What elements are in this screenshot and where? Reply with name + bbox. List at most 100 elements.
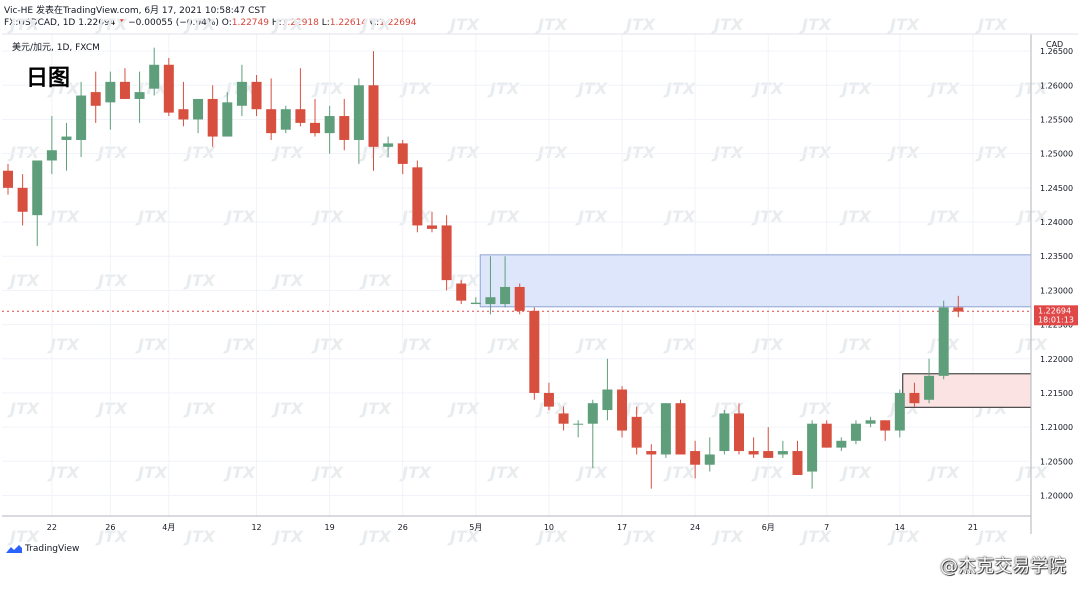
candle-body (924, 375, 935, 400)
watermark-text: JTX (7, 15, 40, 34)
watermark-text: JTX (135, 335, 168, 354)
watermark-text: JTX (487, 463, 520, 482)
watermark-text: JTX (663, 79, 696, 98)
watermark-text: JTX (447, 399, 480, 418)
watermark-text: JTX (183, 271, 216, 290)
watermark-text: JTX (7, 143, 40, 162)
last-price: 1.22694 (78, 18, 116, 28)
candle-body (397, 143, 408, 164)
candle (61, 122, 72, 171)
watermark-text: JTX (575, 463, 608, 482)
y-tick-label: 1.21000 (1040, 423, 1073, 432)
candle (807, 420, 818, 489)
candle-body (675, 403, 686, 455)
watermark-text: JTX (623, 143, 656, 162)
candle-body (266, 109, 277, 134)
watermark-text: JTX (311, 79, 344, 98)
watermark-text: JTX (271, 527, 304, 546)
timeframe-title: 日图 (26, 66, 70, 91)
candle (105, 71, 116, 130)
watermark-text: JTX (135, 207, 168, 226)
watermark-text: JTX (399, 463, 432, 482)
candle (456, 280, 467, 305)
tradingview-icon (6, 545, 22, 553)
candle-body (280, 109, 291, 130)
watermark-text: JTX (487, 207, 520, 226)
watermark-text: JTX (711, 527, 744, 546)
candle-body (310, 122, 321, 134)
watermark-text: JTX (7, 399, 40, 418)
candle-body (90, 92, 101, 106)
watermark-text: JTX (183, 15, 216, 34)
watermark-text: JTX (535, 15, 568, 34)
candle-body (660, 403, 671, 455)
candle-body (368, 85, 379, 147)
watermark-text: JTX (535, 399, 568, 418)
watermark-text: JTX (271, 143, 304, 162)
candle (836, 437, 847, 452)
x-tick-label: 4月 (162, 523, 175, 532)
watermark-text: JTX (839, 463, 872, 482)
high-label: H: (271, 18, 282, 28)
candle (368, 51, 379, 171)
price-change: −0.00055 (−0.04%) (128, 18, 219, 28)
watermark-text: JTX (575, 335, 608, 354)
candle-body (193, 98, 204, 120)
watermark-text: JTX (47, 79, 80, 98)
candle-body (17, 187, 28, 212)
watermark-text: JTX (183, 399, 216, 418)
tradingview-label: TradingView (25, 544, 80, 554)
candle (236, 64, 247, 117)
candle (514, 283, 525, 315)
candle (617, 386, 628, 438)
candles-layer (3, 47, 964, 489)
candle (178, 81, 189, 127)
candle (76, 81, 87, 158)
candle-body (105, 81, 116, 103)
candle-body (558, 413, 569, 424)
watermark-text: JTX (711, 15, 744, 34)
candle (529, 307, 540, 400)
tradingview-logo[interactable]: TradingView (6, 544, 79, 554)
watermark-text: JTX (95, 15, 128, 34)
candle-body (631, 416, 642, 448)
watermark-text: JTX (447, 271, 480, 290)
x-tick-label: 21 (968, 523, 978, 532)
candle-body (865, 420, 876, 424)
chart-header: Vic-HE 发表在TradingView.com, 6月 17, 2021 1… (0, 0, 1080, 34)
candle (587, 399, 598, 469)
candle (251, 75, 262, 117)
candle (441, 215, 452, 291)
candle (470, 297, 481, 305)
watermark-text: JTX (535, 527, 568, 546)
candle-body (119, 81, 130, 99)
down-arrow-icon: ▼ (118, 18, 126, 28)
candle (500, 256, 511, 308)
candle (310, 98, 321, 137)
watermark-text: JTX (975, 143, 1008, 162)
candle-body (353, 85, 364, 140)
open-label: O: (221, 18, 232, 28)
candle-body (207, 98, 218, 137)
candle (339, 98, 350, 151)
candle-body (850, 423, 861, 441)
candle-body (61, 136, 72, 140)
y-tick-label: 1.20000 (1040, 491, 1073, 500)
candle-body (938, 307, 949, 376)
demand-zone (902, 373, 1032, 408)
watermark-text: JTX (927, 79, 960, 98)
candle (748, 437, 759, 458)
candle (149, 47, 160, 96)
watermark-text: JTX (711, 399, 744, 418)
candle-body (514, 286, 525, 311)
candle (558, 406, 569, 431)
candle (602, 358, 613, 421)
watermark-text: JTX (887, 15, 920, 34)
candle (938, 300, 949, 380)
watermark-text: JTX (927, 463, 960, 482)
candle (295, 68, 306, 127)
candle-body (149, 64, 160, 89)
watermark-text: JTX (447, 15, 480, 34)
